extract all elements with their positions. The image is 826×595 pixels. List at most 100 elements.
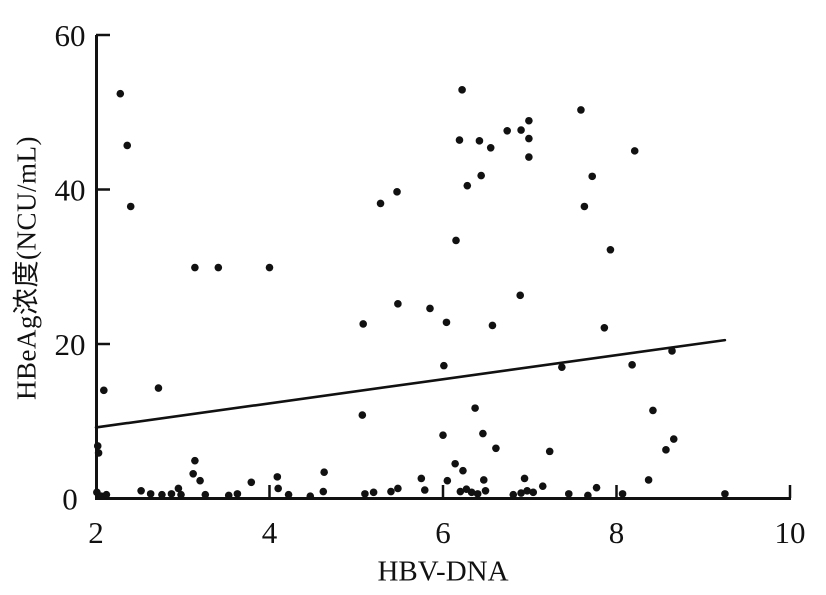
data-point: [456, 487, 465, 496]
data-point: [486, 143, 495, 152]
data-point: [558, 363, 566, 371]
data-point: [265, 263, 274, 272]
data-point: [452, 236, 460, 245]
data-point: [93, 442, 102, 450]
data-point: [196, 476, 204, 485]
data-point: [214, 263, 223, 272]
data-point: [394, 300, 402, 308]
data-point: [545, 447, 554, 456]
data-point: [361, 490, 369, 498]
data-point: [529, 488, 538, 497]
data-point: [439, 431, 447, 439]
data-point: [154, 384, 163, 392]
x-axis-label: HBV-DNA: [377, 555, 509, 588]
x-tick-label-10: 10: [775, 515, 806, 550]
data-point: [126, 202, 135, 211]
y-tick-label-60: 60: [55, 18, 86, 53]
data-point: [477, 171, 485, 180]
data-point: [420, 486, 429, 494]
data-point: [442, 318, 451, 327]
data-point: [473, 490, 482, 498]
data-point: [668, 347, 676, 355]
data-point: [525, 153, 533, 161]
data-point: [137, 486, 145, 495]
x-tick-label-2: 2: [88, 515, 104, 550]
data-point: [644, 476, 653, 484]
data-point: [417, 474, 426, 483]
data-point: [479, 429, 487, 438]
data-point: [538, 482, 547, 490]
data-point: [520, 474, 529, 483]
data-point: [509, 490, 518, 499]
data-point: [426, 304, 434, 313]
data-point: [443, 476, 452, 485]
data-point: [564, 490, 573, 498]
data-point: [649, 406, 657, 415]
y-tick-label-40: 40: [55, 173, 86, 208]
data-point: [523, 486, 531, 495]
data-point: [376, 199, 385, 208]
data-point: [369, 488, 378, 497]
data-point: [517, 489, 525, 497]
data-point: [174, 484, 183, 493]
data-point: [584, 491, 592, 500]
data-point: [600, 323, 609, 332]
data-point: [102, 490, 111, 499]
data-point: [618, 490, 627, 498]
y-axis-label: HBeAg浓度(NCU/mL): [11, 136, 42, 400]
x-tick-label-8: 8: [609, 515, 625, 550]
data-point: [440, 361, 448, 370]
data-point: [592, 483, 601, 492]
data-point: [459, 466, 467, 475]
data-point: [191, 456, 199, 465]
data-point: [525, 134, 533, 143]
data-point: [320, 468, 328, 477]
data-point: [471, 404, 479, 412]
data-point: [284, 490, 293, 499]
data-point: [488, 321, 497, 330]
data-point: [516, 291, 525, 300]
x-tick-label-6: 6: [435, 515, 451, 550]
data-point: [319, 487, 328, 496]
data-point: [94, 449, 103, 457]
data-point: [247, 478, 256, 487]
data-point: [233, 490, 242, 498]
data-point: [662, 446, 670, 454]
data-point: [273, 473, 282, 481]
data-point: [580, 202, 589, 211]
data-point: [525, 116, 533, 125]
data-point: [451, 459, 459, 468]
data-point: [146, 490, 155, 498]
data-point: [467, 488, 476, 497]
data-point: [463, 181, 472, 190]
data-point: [669, 435, 678, 443]
data-point: [721, 490, 729, 498]
data-point: [201, 490, 210, 499]
data-point: [274, 484, 282, 493]
data-point: [306, 492, 315, 500]
data-point: [167, 490, 176, 498]
data-point: [116, 89, 125, 98]
data-point: [100, 386, 108, 395]
data-point: [224, 491, 233, 500]
data-point: [394, 484, 402, 493]
data-point: [475, 137, 484, 145]
data-point: [191, 263, 199, 272]
data-point: [458, 86, 466, 94]
data-point: [492, 444, 500, 453]
data-point: [479, 476, 488, 484]
data-point: [455, 136, 464, 144]
data-point: [387, 487, 395, 496]
data-point: [628, 361, 636, 369]
trend-line: [94, 338, 727, 429]
data-point: [588, 172, 597, 181]
data-point: [606, 245, 615, 254]
data-point: [358, 411, 367, 419]
y-tick-label-0: 0: [62, 482, 78, 517]
data-point: [481, 486, 490, 495]
data-point: [577, 106, 585, 114]
y-tick-label-20: 20: [55, 327, 86, 362]
data-point: [158, 490, 166, 499]
